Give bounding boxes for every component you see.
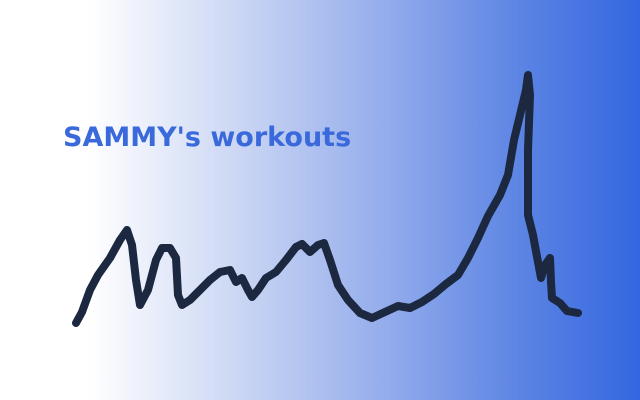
squiggle-line: [72, 71, 582, 327]
title: SAMMY's workouts: [63, 122, 352, 153]
